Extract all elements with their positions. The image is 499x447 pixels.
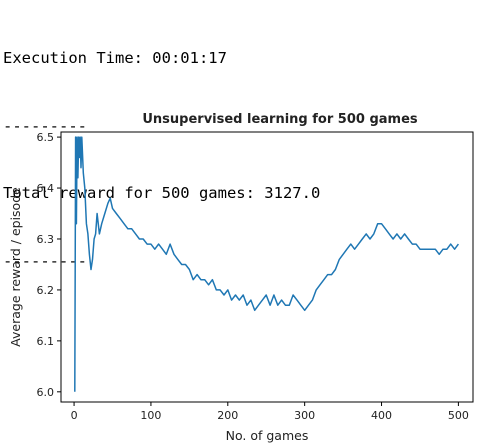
x-tick-label: 500 (448, 409, 469, 422)
y-tick-label: 6.5 (37, 131, 55, 144)
x-tick-label: 200 (217, 409, 238, 422)
x-tick-label: 100 (140, 409, 161, 422)
execution-time-line: Execution Time: 00:01:17 (3, 49, 227, 67)
chart-title: Unsupervised learning for 500 games (142, 112, 418, 127)
y-axis-label: Average reward / episode (8, 187, 23, 347)
x-tick-label: 300 (294, 409, 315, 422)
y-tick-label: 6.0 (37, 386, 55, 399)
console-output: Execution Time: 00:01:17 --------- Total… (3, 2, 320, 295)
separator-line: --------- (3, 116, 87, 135)
y-tick-label: 6.1 (37, 335, 55, 348)
y-tick-label: 6.2 (37, 284, 55, 297)
plot-frame (60, 131, 474, 403)
separator-line: --------- (3, 251, 87, 270)
series-line-0 (74, 136, 460, 392)
x-tick-label: 400 (371, 409, 392, 422)
total-reward-line: Total reward for 500 games: 3127.0 (3, 184, 321, 202)
x-tick-label: 0 (71, 409, 78, 422)
x-axis-label: No. of games (226, 428, 309, 443)
y-tick-label: 6.4 (37, 182, 55, 195)
y-tick-label: 6.3 (37, 233, 55, 246)
